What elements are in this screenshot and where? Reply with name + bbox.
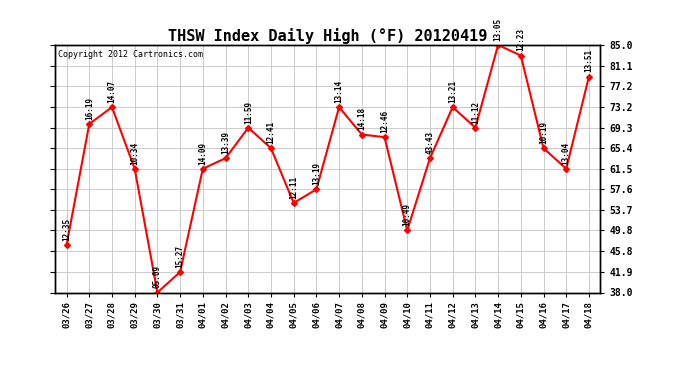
Text: 13:39: 13:39 <box>221 131 230 154</box>
Text: 15:27: 15:27 <box>176 244 185 268</box>
Text: 11:12: 11:12 <box>471 100 480 123</box>
Text: 12:23: 12:23 <box>516 28 525 51</box>
Text: 05:09: 05:09 <box>153 265 162 288</box>
Text: 12:46: 12:46 <box>380 110 389 133</box>
Text: 13:14: 13:14 <box>335 80 344 103</box>
Text: 13:51: 13:51 <box>584 49 593 72</box>
Text: 43:43: 43:43 <box>426 131 435 154</box>
Text: 13:19: 13:19 <box>312 162 321 185</box>
Text: 10:19: 10:19 <box>539 121 548 144</box>
Text: 16:19: 16:19 <box>85 97 94 120</box>
Text: Copyright 2012 Cartronics.com: Copyright 2012 Cartronics.com <box>58 50 203 59</box>
Text: 12:41: 12:41 <box>266 121 275 144</box>
Text: 10:49: 10:49 <box>403 203 412 226</box>
Text: 12:35: 12:35 <box>62 218 71 241</box>
Text: 13:04: 13:04 <box>562 141 571 165</box>
Text: 14:18: 14:18 <box>357 107 366 130</box>
Text: 11:59: 11:59 <box>244 100 253 123</box>
Title: THSW Index Daily High (°F) 20120419: THSW Index Daily High (°F) 20120419 <box>168 28 487 44</box>
Text: 13:05: 13:05 <box>493 18 502 41</box>
Text: 12:11: 12:11 <box>289 176 298 199</box>
Text: 10:34: 10:34 <box>130 141 139 165</box>
Text: 14:09: 14:09 <box>198 141 207 165</box>
Text: 13:21: 13:21 <box>448 80 457 103</box>
Text: 14:07: 14:07 <box>108 80 117 103</box>
